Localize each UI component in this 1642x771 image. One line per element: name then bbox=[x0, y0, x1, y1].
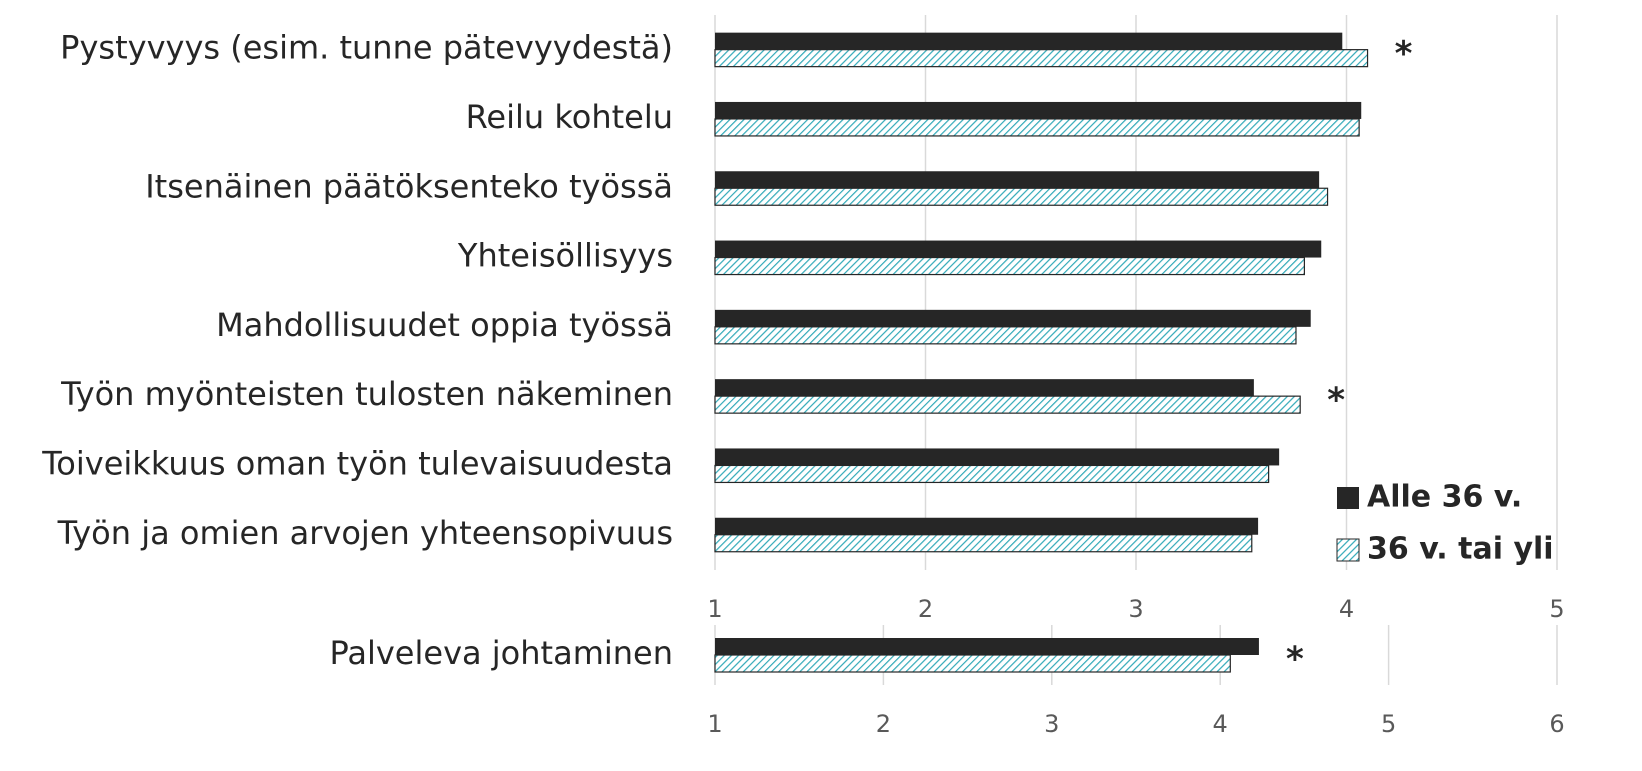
category-label: Työn ja omien arvojen yhteensopivuus bbox=[57, 514, 673, 552]
bar bbox=[714, 464, 1270, 484]
bar bbox=[715, 32, 1343, 50]
category-label: Työn myönteisten tulosten näkeminen bbox=[60, 375, 673, 413]
category-label: Palveleva johtaminen bbox=[330, 634, 674, 672]
category-label: Yhteisöllisyys bbox=[457, 237, 673, 275]
bar bbox=[714, 395, 1301, 414]
bar bbox=[714, 534, 1253, 553]
x-tick-label: 4 bbox=[1213, 710, 1228, 738]
significance-marker: * bbox=[1286, 640, 1304, 680]
bar bbox=[714, 326, 1297, 345]
bar bbox=[714, 49, 1369, 68]
legend-swatch bbox=[1336, 538, 1360, 562]
category-label: Pystyvyys (esim. tunne pätevyydestä) bbox=[60, 29, 673, 67]
legend-label: Alle 36 v. bbox=[1367, 480, 1522, 515]
legend-label: 36 v. tai yli bbox=[1367, 532, 1554, 567]
bar bbox=[715, 379, 1254, 397]
category-label: Reilu kohtelu bbox=[466, 98, 673, 136]
x-tick-label: 1 bbox=[707, 710, 722, 738]
x-tick-label: 2 bbox=[918, 595, 933, 623]
bar bbox=[714, 654, 1231, 673]
legend-swatch bbox=[1337, 487, 1359, 509]
x-tick-label: 1 bbox=[707, 595, 722, 623]
category-label: Toiveikkuus oman työn tulevaisuudesta bbox=[41, 444, 673, 482]
category-label: Mahdollisuudet oppia työssä bbox=[216, 306, 673, 344]
x-tick-label: 4 bbox=[1339, 595, 1354, 623]
bar bbox=[715, 101, 1362, 119]
category-label: Itsenäinen päätöksenteko työssä bbox=[145, 167, 673, 205]
significance-marker: * bbox=[1395, 34, 1413, 74]
x-tick-label: 6 bbox=[1549, 710, 1564, 738]
bar bbox=[714, 187, 1329, 206]
bar bbox=[715, 448, 1280, 466]
x-tick-label: 5 bbox=[1549, 595, 1564, 623]
x-tick-label: 2 bbox=[876, 710, 891, 738]
bar bbox=[715, 638, 1259, 655]
bar bbox=[714, 118, 1360, 137]
x-tick-label: 3 bbox=[1128, 595, 1143, 623]
bar bbox=[714, 256, 1306, 276]
bar bbox=[715, 240, 1322, 258]
bar bbox=[715, 309, 1311, 327]
x-tick-label: 3 bbox=[1044, 710, 1059, 738]
bar bbox=[715, 171, 1320, 189]
x-tick-label: 5 bbox=[1381, 710, 1396, 738]
bar bbox=[715, 517, 1259, 535]
significance-marker: * bbox=[1327, 381, 1345, 421]
